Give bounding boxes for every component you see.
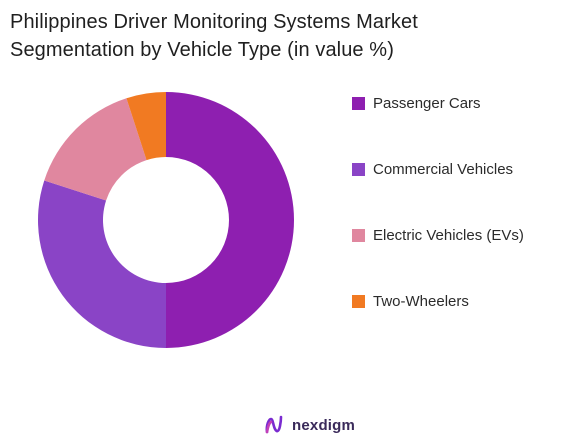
legend-swatch — [352, 228, 365, 242]
legend-swatch — [352, 294, 365, 308]
legend-item: Passenger Cars — [352, 92, 481, 114]
brand-footer: nexdigm — [262, 413, 355, 437]
legend-label: Commercial Vehicles — [373, 160, 514, 178]
donut-slice-passenger-cars — [166, 92, 294, 348]
chart-title-line-1: Philippines Driver Monitoring Systems Ma… — [10, 11, 418, 33]
donut-slice-commercial-vehicles — [38, 180, 166, 348]
chart-title-line-2: Segmentation by Vehicle Type (in value %… — [10, 39, 394, 61]
legend-label: Two-Wheelers — [373, 292, 469, 310]
donut-slice-electric-vehicles-evs — [44, 98, 147, 201]
brand-name: nexdigm — [292, 416, 356, 434]
nexdigm-logo-icon — [265, 415, 283, 434]
legend-item: Two-Wheelers — [352, 290, 469, 312]
donut-slice-two-wheelers — [126, 92, 166, 161]
chart-title: Philippines Driver Monitoring Systems Ma… — [10, 8, 550, 64]
legend-swatch — [352, 162, 365, 176]
legend-label: Passenger Cars — [373, 94, 481, 112]
legend-item: Commercial Vehicles — [352, 158, 513, 180]
legend-swatch — [352, 96, 365, 110]
legend-item: Electric Vehicles (EVs) — [352, 224, 524, 246]
legend-label: Electric Vehicles (EVs) — [373, 226, 524, 244]
